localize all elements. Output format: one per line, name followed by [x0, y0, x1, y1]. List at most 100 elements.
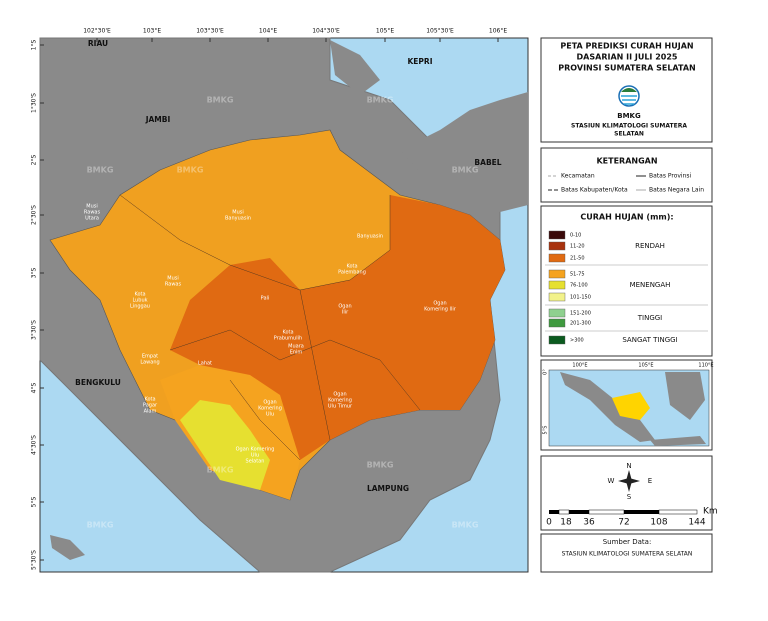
district-label: Pali [261, 296, 270, 302]
region-label: KEPRI [408, 57, 433, 66]
district-label: Enim [290, 350, 303, 356]
district-label: Banyuasin [225, 216, 251, 222]
coord-label: 104°E [259, 28, 277, 35]
coord-label: 106°E [489, 28, 507, 35]
district-border [229, 379, 301, 461]
scale-seg [588, 509, 625, 515]
scale-label: 108 [650, 518, 667, 528]
compass-letter: S [627, 493, 632, 501]
rain-class-label: 76-100 [570, 283, 588, 289]
rain-group-label: TINGGI [637, 314, 663, 322]
coord-label: 3°S [31, 268, 38, 279]
scale-label: 0 [546, 518, 552, 528]
rain-11-20 [170, 195, 505, 460]
watermark: BMKG [207, 466, 234, 475]
logo-top [621, 88, 637, 92]
coord-label: 5°S [31, 497, 38, 508]
district-label: Komering [328, 398, 352, 404]
source-box [540, 533, 713, 573]
district-label: Ulu [266, 412, 274, 418]
district-label: Musi [86, 204, 97, 210]
source-text: STASIUN KLIMATOLOGI SUMATERA SELATAN [562, 551, 693, 558]
coord-label: 102°30'E [83, 28, 111, 35]
district-label: Ogan Komering [236, 447, 275, 453]
rain-class-label: 0-10 [570, 233, 581, 239]
scale-seg [658, 509, 698, 515]
coord-label: 3°30'S [31, 320, 38, 340]
watermark: BMKG [452, 521, 479, 530]
rain-group-label: RENDAH [635, 242, 665, 250]
region-label: JAMBI [145, 115, 171, 124]
rain-swatch [548, 241, 566, 251]
map-title: PETA PREDIKSI CURAH HUJAN [560, 42, 693, 51]
compass-letter: N [626, 462, 631, 470]
district-label: Lubuk [132, 298, 147, 304]
watermark: BMKG [177, 166, 204, 175]
district-label: Prabumulih [274, 336, 302, 342]
watermark: BMKG [207, 96, 234, 105]
rain-swatch [548, 269, 566, 279]
district-label: Musi [232, 210, 243, 216]
inset-label: 0° [543, 369, 549, 375]
logo-waves [621, 95, 637, 105]
compass-box [540, 455, 713, 531]
station-name: STASIUN KLIMATOLOGI SUMATERA [571, 123, 687, 130]
district-label: Kota [346, 264, 357, 270]
watermark: BMKG [87, 166, 114, 175]
watermark: BMKG [367, 96, 394, 105]
rain-swatch [548, 308, 566, 318]
district-border [169, 329, 421, 411]
rain-class-label: 151-200 [570, 311, 591, 317]
rain-title: CURAH HUJAN (mm): [580, 213, 673, 222]
legend-label: Batas Provinsi [649, 173, 692, 180]
scale-label: 72 [618, 518, 629, 528]
district-label: Empat [142, 354, 158, 360]
coord-label: 2°S [31, 155, 38, 166]
logo [618, 85, 640, 107]
district-label: Utara [85, 216, 99, 222]
coord-label: 5°30'S [31, 550, 38, 570]
rain-swatch [548, 253, 566, 263]
inset-label: 100°E [572, 363, 587, 369]
district-label: Ulu Timur [328, 404, 353, 410]
compass-letter: E [648, 477, 652, 485]
rain-class-label: >300 [570, 338, 584, 344]
coord-label: 104°30'E [312, 28, 340, 35]
region-label: BENGKULU [75, 378, 121, 387]
coord-label: 4°S [31, 383, 38, 394]
district-label: Alam [144, 409, 157, 415]
inset-label: 5°S [543, 426, 549, 435]
rain-76-100 [180, 400, 270, 490]
map-title: DASARIAN II JULI 2025 [577, 53, 678, 62]
legend-box [540, 147, 713, 203]
district-label: Palembang [338, 270, 366, 276]
inset-land [650, 436, 706, 446]
compass-ew [618, 478, 640, 484]
rain-swatch [548, 335, 566, 345]
scale-seg [624, 510, 659, 514]
rain-class-label: 51-75 [570, 272, 585, 278]
scale-unit: Km [703, 507, 718, 517]
district-label: Ogan [333, 392, 346, 398]
map-title: PROVINSI SUMATERA SELATAN [558, 64, 695, 73]
inset-label: 105°E [638, 363, 653, 369]
rain-group-label: SANGAT TINGGI [622, 336, 677, 344]
district-label: Ogan [433, 301, 446, 307]
source-title: Sumber Data: [603, 538, 652, 546]
land [330, 40, 380, 95]
district-label: Kota [144, 397, 155, 403]
district-label: Linggau [130, 304, 150, 310]
scale-seg [569, 510, 589, 514]
district-label: Rawas [165, 282, 182, 288]
coord-label: 2°30'S [31, 205, 38, 225]
district-label: Komering [258, 406, 282, 412]
legend-label: Batas Negara Lain [649, 187, 704, 194]
compass-rose [618, 470, 640, 492]
inset-land [560, 372, 655, 442]
watermark: BMKG [452, 166, 479, 175]
district-label: Ilir [342, 310, 349, 316]
land [400, 92, 528, 212]
coord-label: 1°S [31, 40, 38, 51]
scale-seg [558, 509, 570, 515]
district-label: Kota [282, 330, 293, 336]
